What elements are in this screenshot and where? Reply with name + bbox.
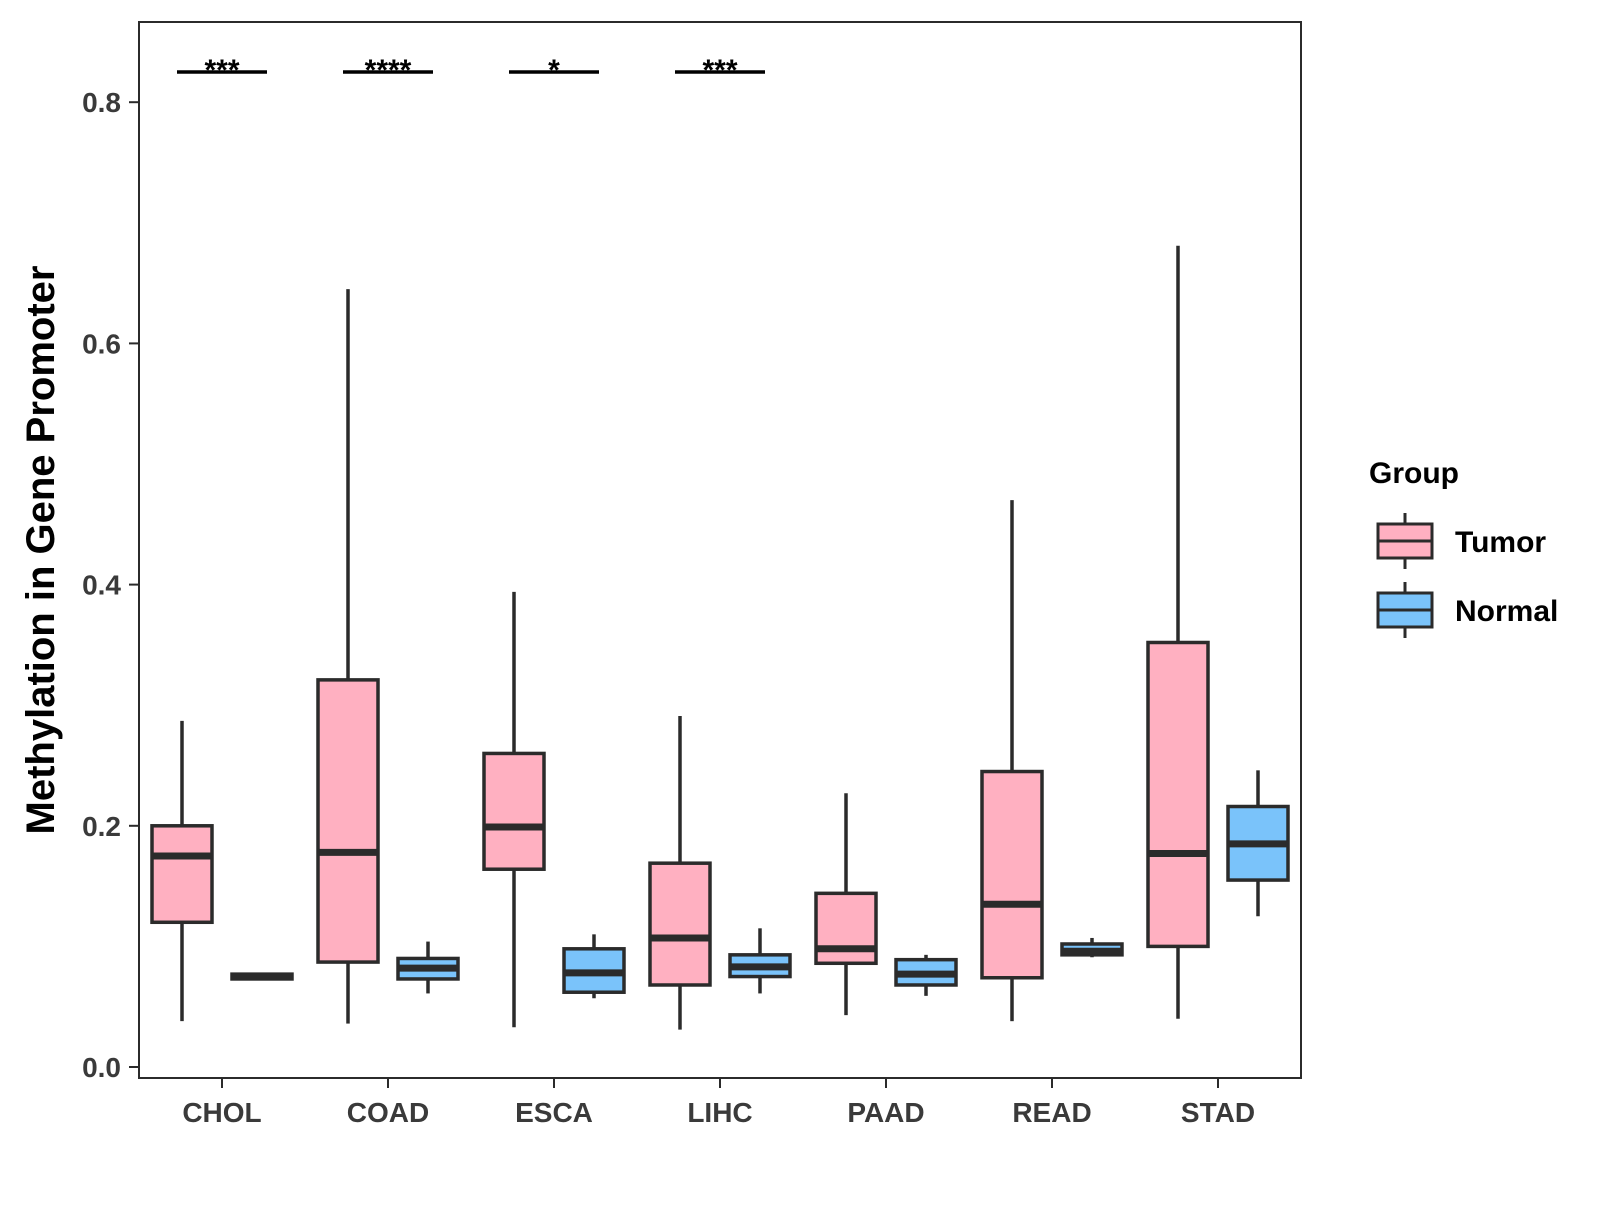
box-body-tumor-esca (482, 751, 546, 871)
box-body-tumor-coad (316, 678, 380, 964)
box-body-tumor-read (980, 769, 1044, 980)
box-normal-paad (894, 954, 958, 996)
x-tick-label-chol: CHOL (182, 1097, 261, 1128)
box-tumor-stad (1146, 245, 1210, 1019)
box-tumor-paad (814, 793, 878, 1016)
box-normal-coad (396, 941, 460, 994)
x-tick-label-read: READ (1012, 1097, 1091, 1128)
sig-label-coad: **** (365, 54, 412, 87)
box-normal-lihc (728, 928, 792, 994)
x-tick-label-lihc: LIHC (687, 1097, 752, 1128)
x-tick-label-paad: PAAD (847, 1097, 924, 1128)
box-tumor-read (980, 500, 1044, 1022)
boxes-layer (150, 245, 1290, 1030)
sig-label-lihc: *** (702, 54, 737, 87)
box-body-tumor-chol (150, 824, 214, 925)
y-tick-label-3: 0.6 (82, 328, 121, 359)
x-tick-label-esca: ESCA (515, 1097, 593, 1128)
box-normal-esca (562, 934, 626, 999)
y-tick-label-0: 0.0 (82, 1052, 121, 1083)
box-tumor-coad (316, 289, 380, 1024)
x-tick-label-stad: STAD (1181, 1097, 1255, 1128)
box-tumor-lihc (648, 716, 712, 1030)
legend-item-normal: Normal (1376, 582, 1558, 638)
box-normal-read (1060, 937, 1124, 958)
legend-label-tumor: Tumor (1455, 526, 1546, 559)
sig-label-chol: *** (204, 54, 239, 87)
y-axis: 0.0 0.2 0.4 0.6 0.8 (82, 87, 139, 1083)
box-body-tumor-paad (814, 891, 878, 966)
y-tick-label-4: 0.8 (82, 87, 121, 118)
box-tumor-esca (482, 591, 546, 1028)
box-normal-chol (230, 972, 294, 981)
box-body-tumor-stad (1146, 640, 1210, 949)
y-tick-label-1: 0.2 (82, 811, 121, 842)
plot-panel (138, 21, 1302, 1079)
significance-layer: *** **** * *** (177, 54, 765, 87)
legend-label-normal: Normal (1455, 595, 1558, 628)
box-body-tumor-lihc (648, 861, 712, 987)
y-axis-title: Methylation in Gene Promoter (19, 266, 63, 835)
y-tick-label-2: 0.4 (82, 570, 121, 601)
legend-item-tumor: Tumor (1376, 513, 1546, 569)
legend: Group Tumor Normal (1369, 457, 1558, 638)
sig-label-esca: * (548, 54, 560, 87)
box-normal-stad (1226, 770, 1290, 917)
box-tumor-chol (150, 720, 214, 1022)
x-axis: CHOL COAD ESCA LIHC PAAD READ STAD (182, 1078, 1255, 1128)
x-tick-label-coad: COAD (347, 1097, 429, 1128)
legend-title: Group (1369, 457, 1459, 490)
